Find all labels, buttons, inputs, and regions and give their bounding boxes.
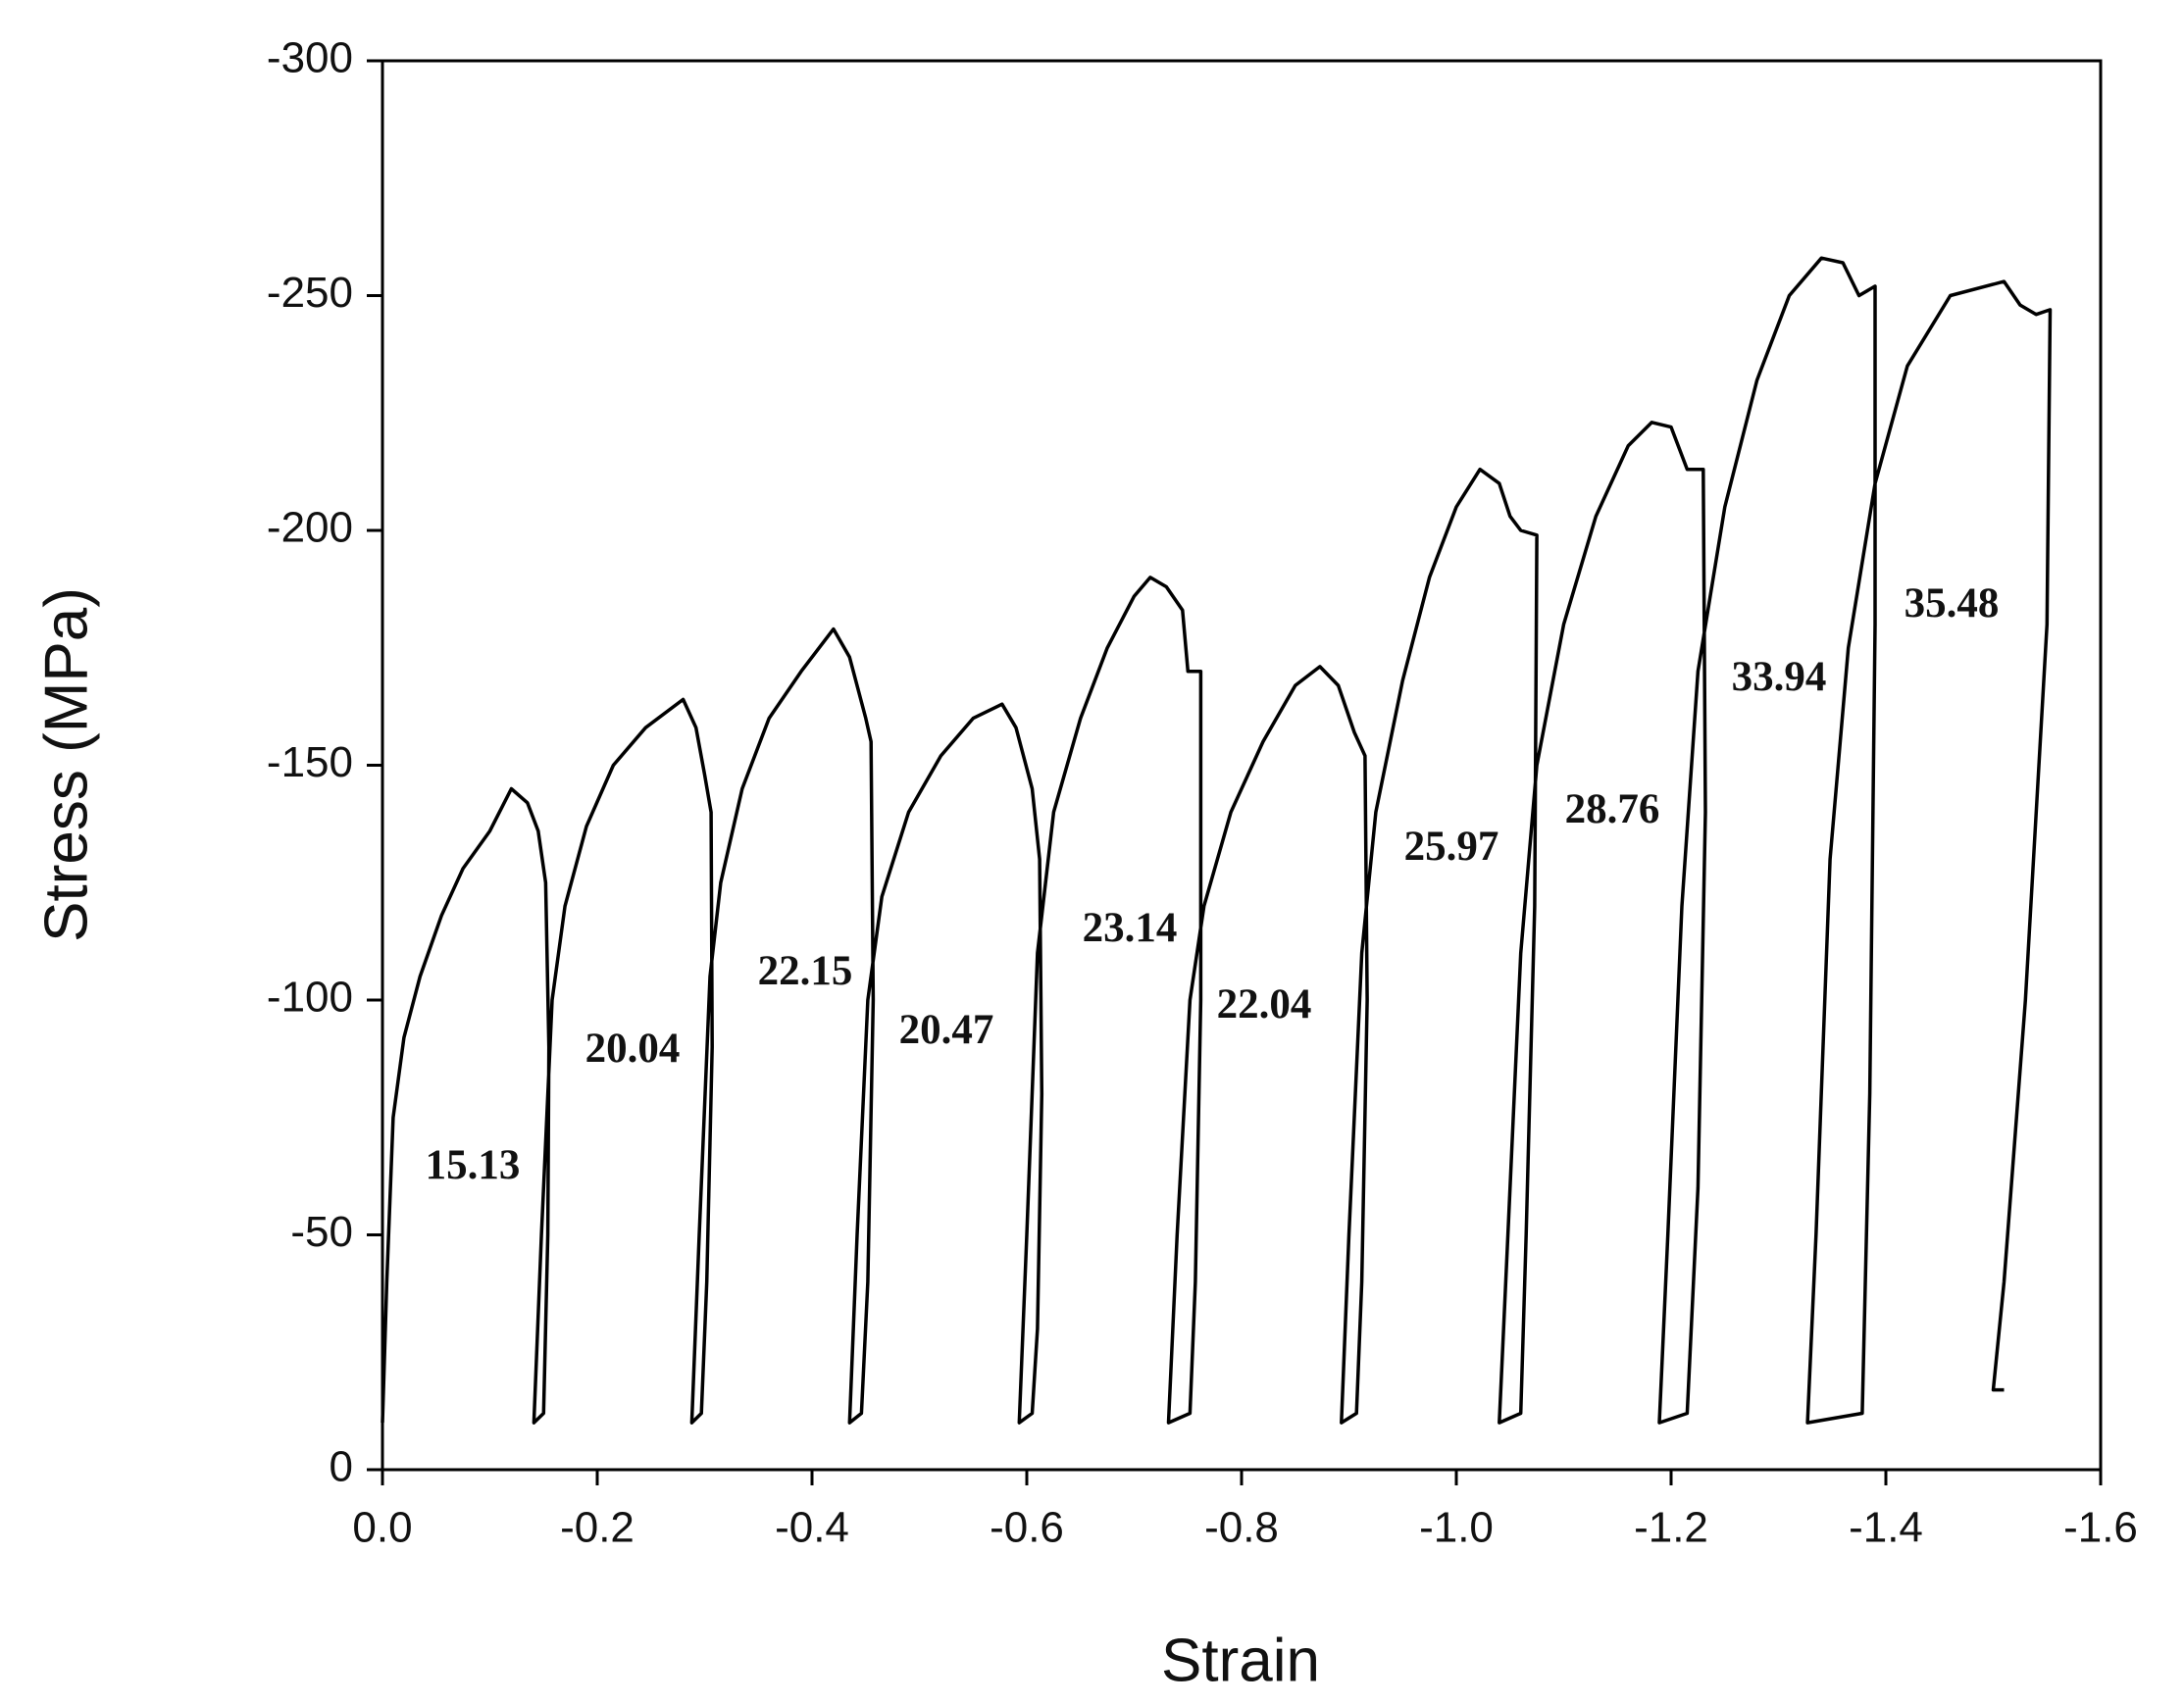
x-tick-label: -1.6 <box>2063 1504 2138 1552</box>
x-tick-label: -0.8 <box>1204 1504 1279 1552</box>
y-tick-label: -200 <box>267 504 353 552</box>
y-tick-label: -50 <box>290 1208 353 1256</box>
annotation: 23.14 <box>1083 905 1178 951</box>
annotation: 22.04 <box>1217 981 1312 1027</box>
annotation: 20.04 <box>585 1026 681 1072</box>
annotation: 22.15 <box>758 948 853 994</box>
x-tick-label: 0.0 <box>352 1504 412 1552</box>
y-tick-label: -150 <box>267 738 353 786</box>
stress-strain-curve <box>381 256 2053 1425</box>
annotation: 15.13 <box>426 1142 521 1188</box>
annotation: 33.94 <box>1732 654 1827 700</box>
x-tick-label: -0.2 <box>560 1504 635 1552</box>
y-tick-label: -100 <box>267 974 353 1022</box>
x-axis-title: Strain <box>1161 1627 1320 1694</box>
plot-frame <box>381 59 2103 1472</box>
y-tick-label: 0 <box>330 1443 353 1491</box>
x-tick-label: -0.6 <box>990 1504 1064 1552</box>
x-tick-label: -1.4 <box>1849 1504 1923 1552</box>
annotation: 20.47 <box>899 1007 994 1053</box>
y-tick-label: -300 <box>267 34 353 82</box>
annotation: 25.97 <box>1404 824 1499 870</box>
x-tick-label: -1.0 <box>1419 1504 1494 1552</box>
x-tick-label: -0.4 <box>775 1504 849 1552</box>
x-tick-label: -1.2 <box>1634 1504 1708 1552</box>
y-tick-label: -250 <box>267 269 353 317</box>
annotation: 35.48 <box>1905 580 2000 626</box>
annotation: 28.76 <box>1565 786 1660 832</box>
y-axis-title: Stress (MPa) <box>32 587 100 942</box>
